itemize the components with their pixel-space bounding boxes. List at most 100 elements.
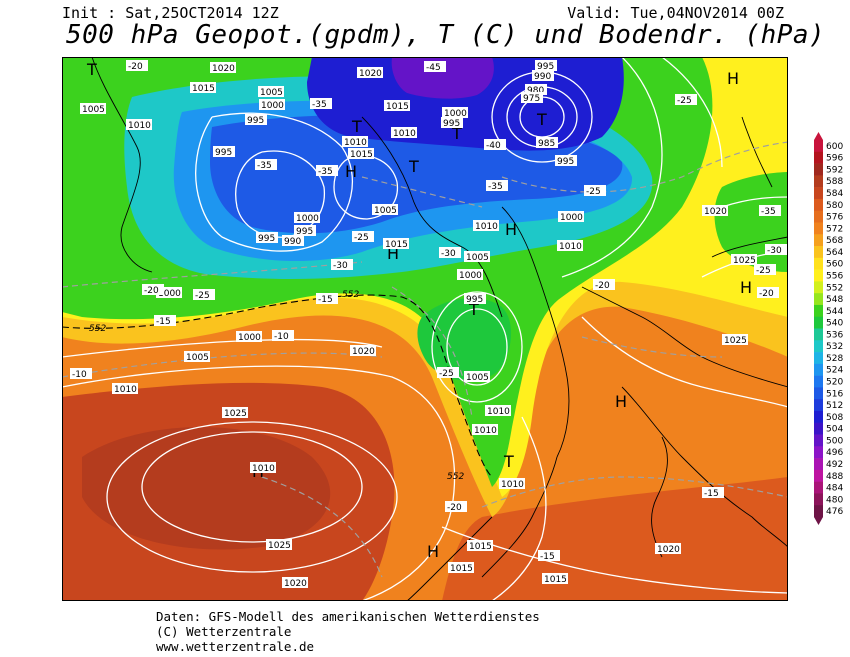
pressure-label: 1025 (222, 407, 248, 419)
pressure-label: 985 (536, 137, 558, 149)
svg-text:1015: 1015 (385, 240, 408, 250)
pressure-label: 1005 (372, 204, 398, 216)
pressure-label: 1020 (282, 577, 308, 589)
legend-swatch (814, 198, 823, 211)
legend-swatch (814, 481, 823, 494)
temperature-label: -40 (484, 139, 506, 151)
pressure-label: 1000 (442, 107, 468, 119)
pressure-label: 1010 (126, 119, 152, 131)
svg-text:1020: 1020 (352, 347, 375, 357)
svg-text:-15: -15 (704, 489, 719, 499)
legend-swatch (814, 257, 823, 270)
pressure-label: 1015 (384, 100, 410, 112)
legend-label: 564 (826, 248, 843, 258)
temperature-label: -15 (702, 487, 724, 499)
pressure-label: 995 (441, 117, 463, 129)
svg-text:1020: 1020 (212, 64, 235, 74)
legend-swatch (814, 246, 823, 259)
legend-swatch (814, 387, 823, 400)
high-symbol: H (615, 392, 627, 411)
pressure-label: 1025 (722, 334, 748, 346)
svg-text:1010: 1010 (487, 407, 510, 417)
temperature-label: -45 (424, 61, 446, 73)
svg-text:-25: -25 (354, 233, 369, 243)
pressure-label: 1005 (258, 86, 284, 98)
pressure-label: 1020 (350, 345, 376, 357)
temperature-label: -35 (486, 180, 508, 192)
high-symbol: H (505, 220, 517, 239)
pressure-label: 995 (294, 225, 316, 237)
footer-data-source: Daten: GFS-Modell des amerikanischen Wet… (156, 609, 540, 624)
coastlines (91, 57, 788, 601)
svg-text:-15: -15 (318, 295, 333, 305)
svg-text:1000: 1000 (444, 109, 467, 119)
legend-swatch (814, 187, 823, 200)
svg-text:995: 995 (247, 116, 264, 126)
svg-text:1015: 1015 (544, 575, 567, 585)
temperature-label: -10 (70, 368, 92, 380)
pressure-label: 995 (213, 146, 235, 158)
pressure-label: 1020 (655, 543, 681, 555)
svg-text:1025: 1025 (268, 541, 291, 551)
pressure-label: 1000 (156, 287, 182, 299)
svg-text:-40: -40 (486, 141, 501, 151)
pressure-label: 1020 (702, 205, 728, 217)
legend-swatch (814, 422, 823, 435)
high-symbol: H (727, 69, 739, 88)
footer-copyright: (C) Wetterzentrale (156, 624, 292, 639)
isotherms (62, 141, 788, 578)
legend-label: 568 (826, 236, 843, 246)
svg-text:-35: -35 (318, 167, 333, 177)
pressure-label: 1000 (259, 99, 285, 111)
legend-label: 592 (826, 165, 843, 175)
svg-text:-30: -30 (441, 249, 456, 259)
legend-label: 528 (826, 354, 843, 364)
legend-swatch (814, 446, 823, 459)
svg-text:-20: -20 (759, 289, 774, 299)
legend-swatch (814, 210, 823, 223)
pressure-label: 995 (535, 60, 557, 72)
svg-text:-25: -25 (756, 266, 771, 276)
svg-text:-25: -25 (195, 291, 210, 301)
svg-text:-10: -10 (274, 332, 289, 342)
svg-text:995: 995 (557, 157, 574, 167)
temperature-label: -25 (437, 367, 459, 379)
svg-text:1025: 1025 (724, 336, 747, 346)
pressure-label: 1005 (464, 251, 490, 263)
svg-text:1020: 1020 (657, 545, 680, 555)
svg-text:1005: 1005 (260, 88, 283, 98)
pressure-label: 1025 (266, 539, 292, 551)
svg-text:-10: -10 (72, 370, 87, 380)
svg-text:1010: 1010 (501, 480, 524, 490)
svg-text:1015: 1015 (350, 150, 373, 160)
legend-swatch (814, 269, 823, 282)
svg-text:-15: -15 (540, 552, 555, 562)
legend-swatch (814, 458, 823, 471)
svg-text:-25: -25 (677, 96, 692, 106)
legend-label: 532 (826, 342, 843, 352)
color-scale-legend: 6005965925885845805765725685645605565525… (814, 132, 843, 525)
legend-label: 524 (826, 366, 843, 376)
pressure-label: 1025 (731, 254, 757, 266)
legend-label: 492 (826, 460, 843, 470)
svg-text:1015: 1015 (469, 542, 492, 552)
legend-label: 520 (826, 378, 843, 388)
temperature-label: -10 (272, 330, 294, 342)
legend-swatch (814, 163, 823, 176)
svg-text:-45: -45 (426, 63, 441, 73)
svg-text:995: 995 (443, 119, 460, 129)
pressure-label: 1010 (391, 127, 417, 139)
legend-label: 584 (826, 189, 843, 199)
legend-swatch (814, 340, 823, 353)
legend-label: 512 (826, 401, 843, 411)
svg-text:-20: -20 (447, 503, 462, 513)
temperature-label: -20 (142, 284, 164, 296)
svg-text:1005: 1005 (466, 373, 489, 383)
valid-time: Valid: Tue,04NOV2014 00Z (567, 4, 784, 22)
legend-label: 504 (826, 425, 843, 435)
svg-text:-20: -20 (128, 62, 143, 72)
fill-darkred-high (82, 427, 331, 550)
svg-text:1010: 1010 (559, 242, 582, 252)
svg-text:1015: 1015 (192, 84, 215, 94)
legend-swatch (814, 399, 823, 412)
